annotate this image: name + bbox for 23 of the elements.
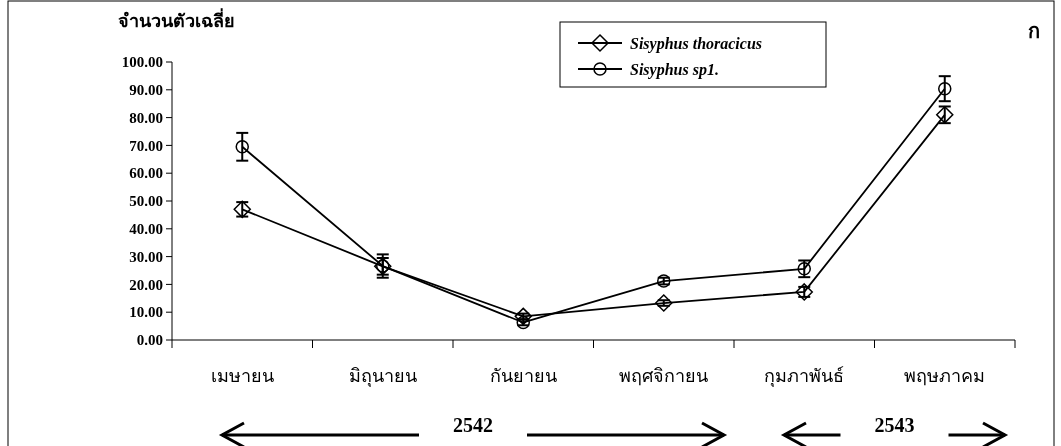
x-tick-label: กันยายน <box>489 366 557 386</box>
y-tick-label: 100.00 <box>121 54 163 71</box>
x-tick-label: มิถุนายน <box>348 366 417 387</box>
x-tick-label: เมษายน <box>210 366 274 386</box>
text: 2542 <box>453 414 493 436</box>
y-tick-label: 60.00 <box>129 165 163 182</box>
y-tick-label: 0.00 <box>136 332 163 349</box>
text: ก <box>1028 20 1040 42</box>
x-tick-label: พฤษภาคม <box>904 366 986 386</box>
y-tick-label: 10.00 <box>129 304 163 321</box>
y-tick-label: 40.00 <box>129 221 163 238</box>
x-tick-label: กุมภาพันธ์ <box>764 366 845 387</box>
x-tick-label: พฤศจิกายน <box>619 366 709 386</box>
y-tick-label: 50.00 <box>129 193 163 210</box>
y-tick-label: 30.00 <box>129 248 163 265</box>
y-tick-label: 20.00 <box>129 276 163 293</box>
y-tick-label: 70.00 <box>129 137 163 154</box>
text: 2543 <box>874 414 915 436</box>
y-tick-label: 90.00 <box>129 82 163 99</box>
legend-label: Sisyphus sp1. <box>630 60 719 79</box>
y-tick-label: 80.00 <box>129 109 163 126</box>
y-axis-title: จำนวนตัวเฉลี่ย <box>118 8 235 31</box>
legend-label: Sisyphus thoracicus <box>630 34 763 53</box>
